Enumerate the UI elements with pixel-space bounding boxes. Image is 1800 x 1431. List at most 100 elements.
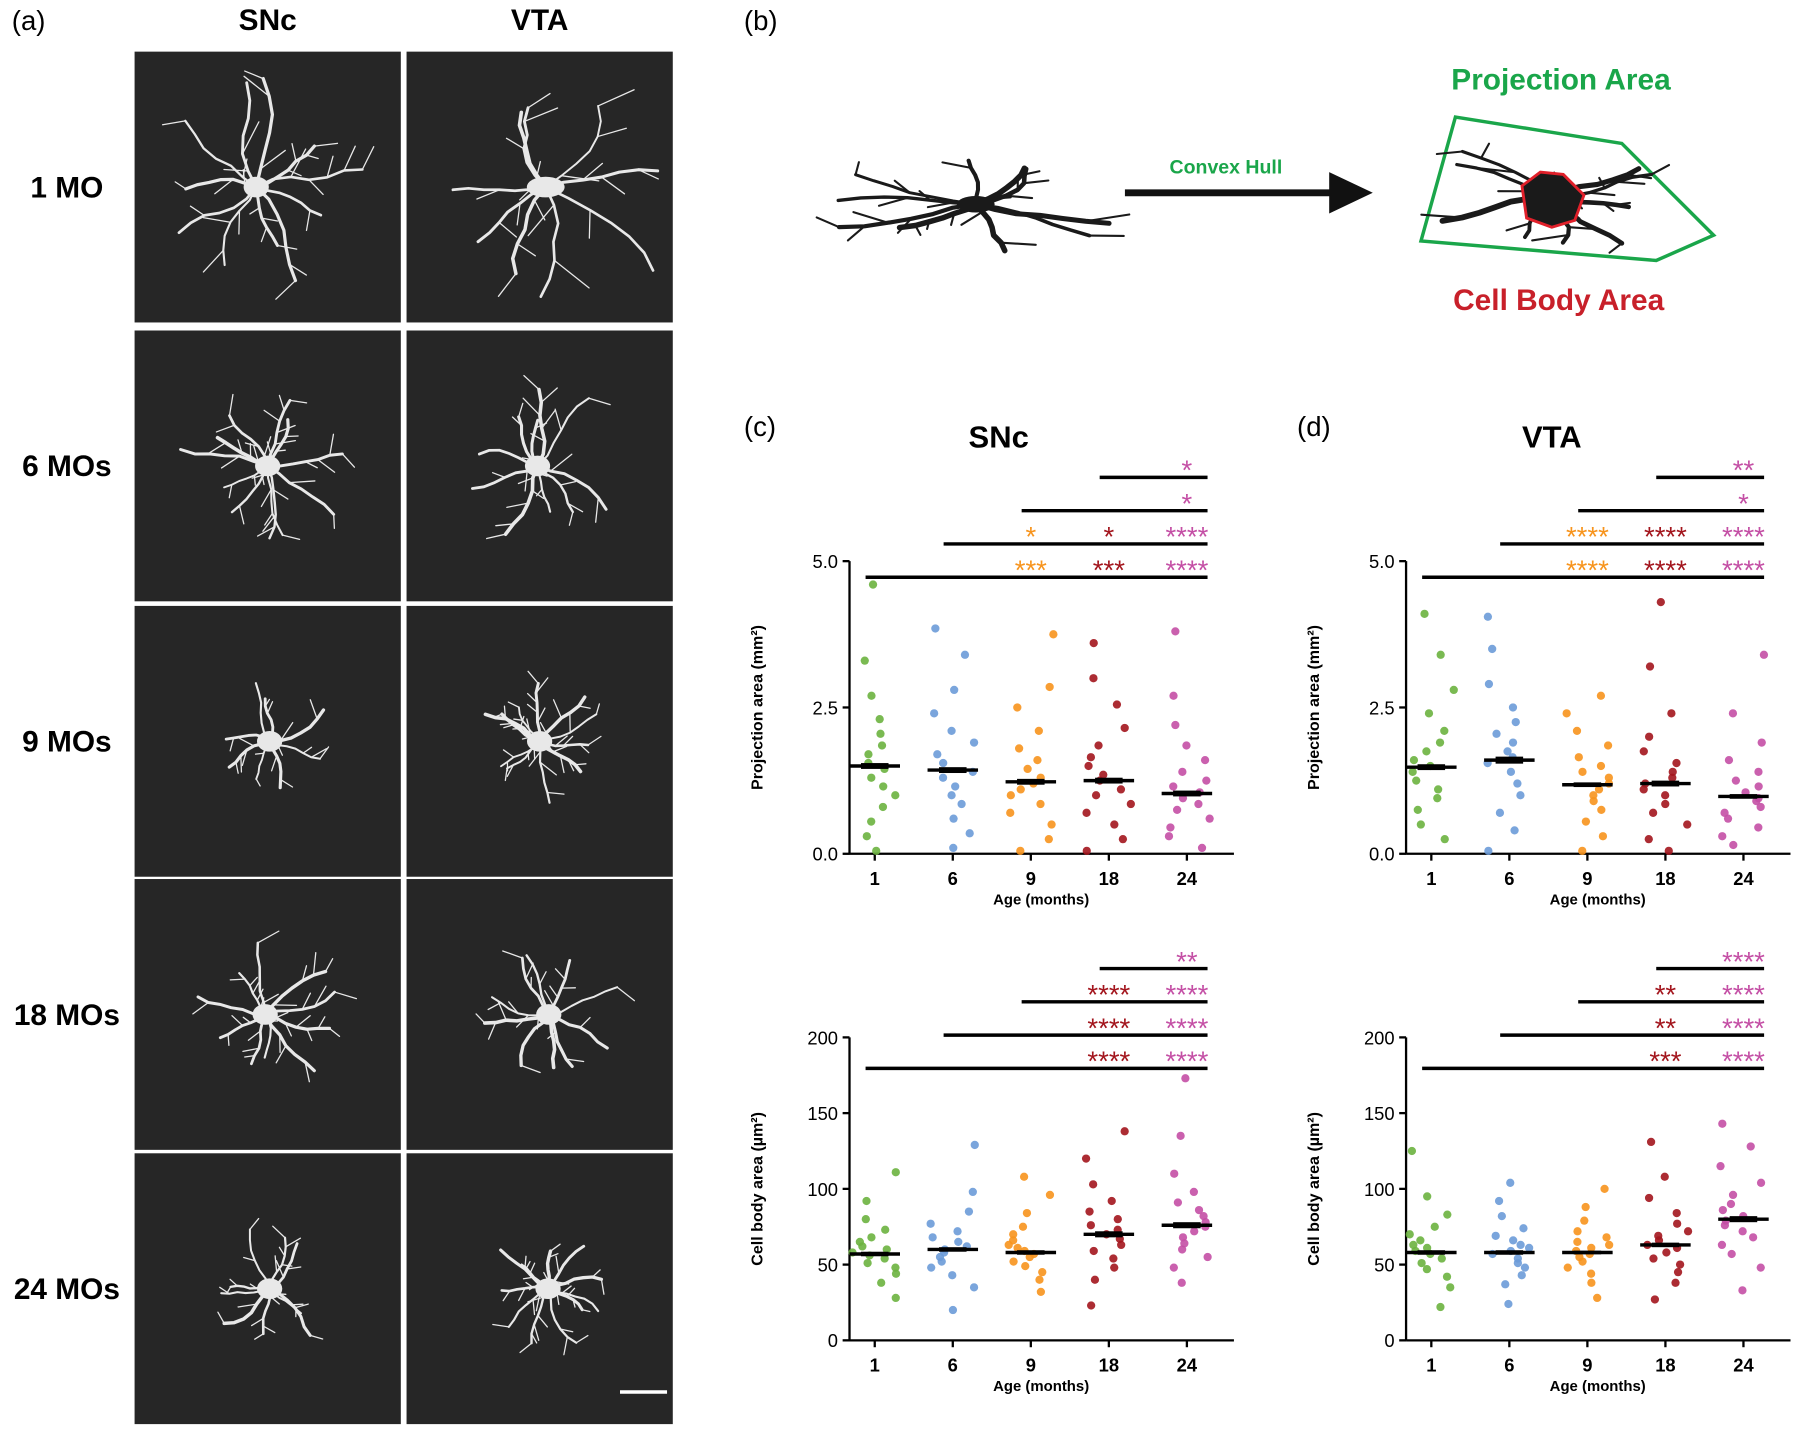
microglia-process bbox=[243, 1256, 256, 1262]
microglia-process bbox=[854, 173, 978, 206]
microglia-process bbox=[487, 1002, 502, 1011]
microglia-process bbox=[492, 1323, 510, 1328]
significance-stars: **** bbox=[1566, 555, 1609, 586]
microglia-process bbox=[600, 176, 626, 195]
microglia-process bbox=[521, 730, 532, 733]
data-point bbox=[1754, 767, 1763, 776]
microglia-soma bbox=[526, 730, 553, 752]
microglia-process bbox=[228, 484, 233, 499]
data-point bbox=[1516, 791, 1525, 800]
data-point bbox=[1013, 1243, 1022, 1253]
data-point bbox=[951, 782, 960, 791]
microglia-process bbox=[238, 210, 241, 235]
data-point bbox=[879, 782, 888, 791]
data-point bbox=[1205, 814, 1214, 823]
x-tick-label: 9 bbox=[1582, 868, 1592, 889]
data-point bbox=[1082, 846, 1091, 855]
microglia-process bbox=[255, 778, 261, 787]
microglia-process bbox=[264, 512, 274, 526]
microglia-process bbox=[1505, 222, 1531, 232]
data-point bbox=[928, 1233, 937, 1242]
significance-stars: **** bbox=[1165, 1046, 1208, 1077]
data-point bbox=[1644, 732, 1654, 741]
data-point bbox=[1728, 709, 1738, 718]
x-tick-label: 6 bbox=[948, 1354, 958, 1375]
microglia-process bbox=[565, 1058, 585, 1063]
microglia-process bbox=[559, 480, 577, 486]
microglia-process bbox=[263, 969, 328, 1017]
panel-label: (a) bbox=[12, 5, 46, 36]
data-point bbox=[1671, 1278, 1680, 1287]
microglia bbox=[492, 1243, 605, 1356]
data-point bbox=[954, 1237, 963, 1247]
data-point bbox=[1589, 791, 1598, 800]
microglia-process bbox=[295, 1015, 311, 1028]
microglia-process bbox=[513, 718, 523, 721]
data-point bbox=[1668, 767, 1677, 776]
data-point bbox=[1181, 1074, 1190, 1083]
chart-title: SNc bbox=[969, 420, 1029, 455]
microglia-process bbox=[276, 424, 296, 434]
data-point bbox=[1200, 756, 1210, 765]
data-point bbox=[1667, 709, 1676, 718]
microglia-process bbox=[1435, 150, 1464, 156]
microglia-process bbox=[533, 1323, 540, 1341]
microglia-process bbox=[537, 1314, 548, 1328]
microglia-process bbox=[235, 761, 239, 774]
data-point bbox=[1009, 1236, 1018, 1245]
significance-stars: **** bbox=[1722, 979, 1765, 1010]
significance-stars: *** bbox=[1649, 1046, 1681, 1077]
data-point bbox=[878, 802, 888, 812]
microglia-soma bbox=[256, 730, 283, 752]
y-tick-label: 100 bbox=[1364, 1179, 1395, 1200]
microglia-process bbox=[266, 452, 344, 468]
microglia-process bbox=[304, 1061, 310, 1083]
microglia-process bbox=[305, 154, 319, 160]
data-point bbox=[960, 650, 970, 659]
data-point bbox=[969, 1283, 979, 1292]
microglia-process bbox=[272, 489, 289, 500]
data-point bbox=[1416, 1236, 1425, 1245]
microglia-process bbox=[533, 199, 546, 221]
microglia-process bbox=[527, 204, 555, 237]
data-point bbox=[1178, 1233, 1188, 1242]
microglia-process bbox=[281, 534, 301, 540]
microglia-process bbox=[275, 1011, 289, 1019]
column-header: VTA bbox=[511, 4, 568, 37]
y-tick-label: 200 bbox=[807, 1027, 838, 1048]
microglia-process bbox=[527, 670, 539, 685]
microglia-process bbox=[225, 1286, 232, 1295]
microglia-process bbox=[287, 169, 302, 177]
microglia-process bbox=[275, 1045, 287, 1064]
data-point bbox=[863, 1258, 872, 1268]
data-point bbox=[867, 1233, 876, 1242]
microglia-process bbox=[973, 201, 1112, 226]
data-point bbox=[930, 709, 939, 718]
data-point bbox=[947, 791, 956, 800]
data-point bbox=[861, 1215, 870, 1224]
data-point bbox=[1126, 799, 1135, 809]
microglia-process bbox=[228, 393, 234, 417]
data-point bbox=[862, 832, 871, 841]
data-point bbox=[867, 817, 876, 826]
data-point bbox=[1413, 805, 1422, 815]
microglia bbox=[815, 158, 1131, 254]
microglia-process bbox=[308, 179, 324, 196]
microglia-process bbox=[192, 1001, 210, 1015]
microglia-process bbox=[815, 216, 840, 229]
data-point bbox=[950, 685, 959, 695]
y-tick-label: 0.0 bbox=[813, 844, 839, 865]
panel-label: (b) bbox=[744, 5, 778, 36]
data-point bbox=[1424, 709, 1434, 718]
microglia-process bbox=[549, 453, 573, 472]
microglia-process bbox=[519, 1342, 533, 1354]
projection-label: Projection Area bbox=[1451, 64, 1671, 97]
microglia-process bbox=[288, 263, 308, 276]
data-point bbox=[1194, 1205, 1204, 1215]
x-tick-label: 9 bbox=[1026, 868, 1036, 889]
microglia-soma bbox=[956, 196, 995, 213]
data-point bbox=[1417, 1258, 1426, 1268]
microglia-soma bbox=[256, 1278, 283, 1300]
microglia-process bbox=[313, 142, 339, 147]
y-tick-label: 0 bbox=[828, 1330, 838, 1351]
